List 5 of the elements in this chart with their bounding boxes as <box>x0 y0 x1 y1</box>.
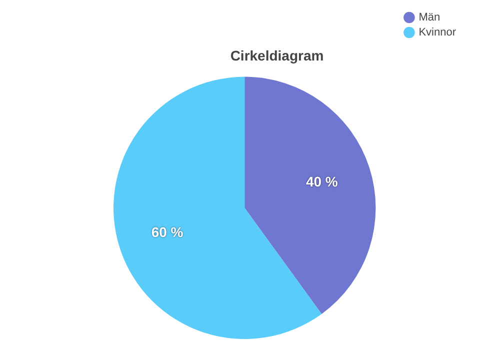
legend-label: Kvinnor <box>418 26 456 39</box>
data-label: 60 % <box>151 224 184 240</box>
text: Cirkeldiagram <box>230 47 324 64</box>
legend-label: Män <box>418 12 440 24</box>
data-label: 40 % <box>306 174 338 190</box>
